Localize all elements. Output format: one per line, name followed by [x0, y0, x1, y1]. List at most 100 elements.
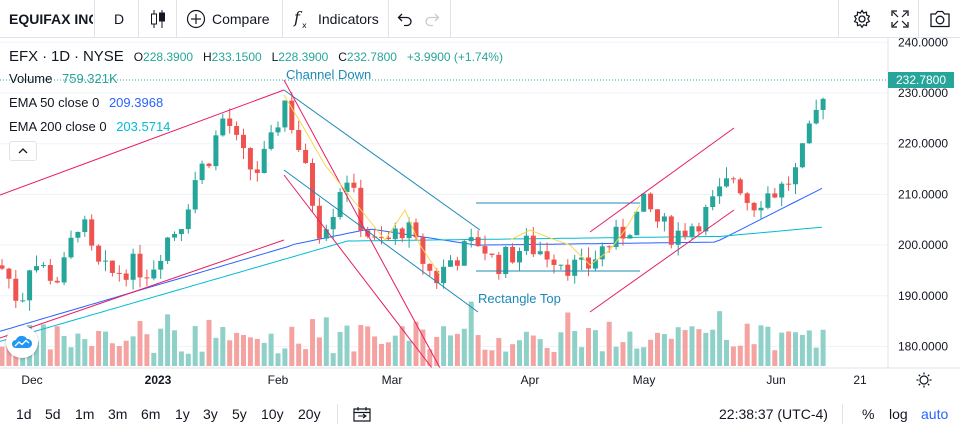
volume-bar — [517, 340, 522, 366]
tradingview-logo[interactable] — [6, 326, 38, 358]
ema-lines — [0, 187, 823, 342]
toolbar-divider — [450, 0, 451, 38]
volume-legend[interactable]: Volume 759.321K — [9, 71, 118, 86]
snapshot-button[interactable] — [929, 0, 951, 38]
volume-bar — [34, 341, 39, 366]
range-1m[interactable]: 1m — [75, 406, 95, 422]
candle-body — [206, 163, 212, 167]
range-10y[interactable]: 10y — [261, 406, 284, 422]
volume-bar — [482, 349, 488, 366]
clock[interactable]: 22:38:37 (UTC-4) — [719, 406, 828, 422]
volume-bar — [310, 319, 315, 366]
volume-bar — [779, 332, 785, 366]
interval-button[interactable]: D — [114, 11, 125, 27]
ema200-legend[interactable]: EMA 200 close 0 203.5714 — [9, 119, 170, 134]
redo-button[interactable] — [424, 0, 440, 38]
candle-body — [730, 178, 736, 180]
volume-bar — [316, 337, 322, 366]
range-1d[interactable]: 1d — [16, 406, 32, 422]
volume-bar — [227, 340, 233, 366]
range-3m[interactable]: 3m — [108, 406, 128, 422]
ema50-legend[interactable]: EMA 50 close 0 209.3968 — [9, 95, 163, 110]
range-6m[interactable]: 6m — [141, 406, 161, 422]
low-value: 228.3900 — [278, 50, 329, 64]
goto-date-button[interactable] — [353, 395, 371, 433]
range-20y[interactable]: 20y — [298, 406, 321, 422]
undo-button[interactable] — [397, 0, 413, 38]
range-5d[interactable]: 5d — [45, 406, 61, 422]
candle-body — [641, 193, 647, 212]
fan-line-a — [283, 79, 441, 369]
candle-style-button[interactable] — [150, 0, 166, 38]
candle-body — [523, 235, 529, 252]
legend-sep: · — [74, 48, 80, 65]
fullscreen-button[interactable] — [891, 0, 909, 38]
open-key: O — [133, 50, 144, 64]
settings-button[interactable] — [852, 0, 872, 38]
candle-body — [192, 180, 198, 210]
time-tick-label: Mar — [382, 373, 403, 387]
volume-bar — [448, 335, 453, 366]
volume-bar — [392, 335, 398, 366]
percent-scale-toggle[interactable]: % — [862, 406, 875, 422]
close-key: C — [338, 50, 347, 64]
candle-body — [47, 265, 53, 281]
time-axis[interactable]: Dec 2023 Feb Mar Apr May Jun 21 — [21, 373, 867, 387]
candle-body — [289, 100, 295, 131]
volume-bar — [144, 334, 150, 366]
volume-bar — [344, 325, 350, 366]
range-3y[interactable]: 3y — [203, 406, 218, 422]
candle-body — [75, 231, 81, 238]
change-value: +3.9900 (+1.74%) — [406, 50, 503, 64]
ema50-line — [0, 187, 823, 332]
candle-body — [517, 251, 522, 263]
candle-body — [213, 135, 219, 167]
volume-bar — [116, 345, 122, 366]
volume-bar — [537, 339, 543, 366]
compare-button[interactable]: Compare — [186, 0, 270, 38]
candle-body — [820, 98, 826, 110]
annotation-rectangle-top[interactable]: Rectangle Top — [478, 291, 561, 306]
candle-body — [592, 259, 598, 269]
candle-body — [710, 196, 716, 207]
price-tick-label: 220.0000 — [898, 137, 948, 151]
volume-bar — [399, 326, 405, 366]
candle-body — [806, 123, 812, 144]
volume-bar — [489, 350, 495, 366]
volume-bar — [185, 353, 191, 366]
legend-ticker[interactable]: EFX — [9, 48, 39, 65]
toolbar-divider — [282, 0, 283, 38]
fan-line-b — [283, 174, 433, 369]
symbol-search[interactable]: EQUIFAX INC — [9, 11, 93, 27]
range-1y[interactable]: 1y — [175, 406, 190, 422]
candle-body — [247, 148, 253, 170]
auto-scale-toggle[interactable]: auto — [921, 406, 949, 422]
volume-bar — [689, 326, 695, 366]
axis-settings-button[interactable] — [916, 372, 932, 388]
toolbar-divider — [176, 0, 177, 38]
candle-body — [537, 251, 543, 255]
range-5y[interactable]: 5y — [232, 406, 247, 422]
volume-bar — [178, 351, 184, 366]
legend-sep: · — [42, 48, 48, 65]
indicators-button[interactable]: f x Indicators — [292, 0, 379, 38]
candle-body — [813, 109, 819, 124]
trend-line-upper — [0, 89, 285, 196]
channel-line-bottom — [283, 169, 479, 313]
annotation-channel-down[interactable]: Channel Down — [286, 67, 371, 82]
candle-body — [765, 193, 771, 208]
candle-body — [254, 169, 260, 173]
log-scale-toggle[interactable]: log — [889, 406, 908, 422]
price-chart[interactable]: 240.0000 230.0000 220.0000 210.0000 200.0000… — [0, 0, 960, 395]
time-tick-label: May — [633, 373, 656, 387]
price-tick-label: 190.0000 — [898, 289, 948, 303]
volume-bar — [751, 344, 757, 366]
volume-bar — [406, 340, 412, 366]
volume-bar — [372, 336, 378, 366]
candle-body — [40, 265, 46, 267]
svg-text:f: f — [293, 8, 303, 27]
price-axis[interactable]: 240.0000 230.0000 220.0000 210.0000 200.0000… — [898, 35, 948, 353]
candle-body — [606, 246, 612, 248]
candle-body — [379, 237, 384, 239]
collapse-legend-button[interactable] — [9, 141, 37, 161]
